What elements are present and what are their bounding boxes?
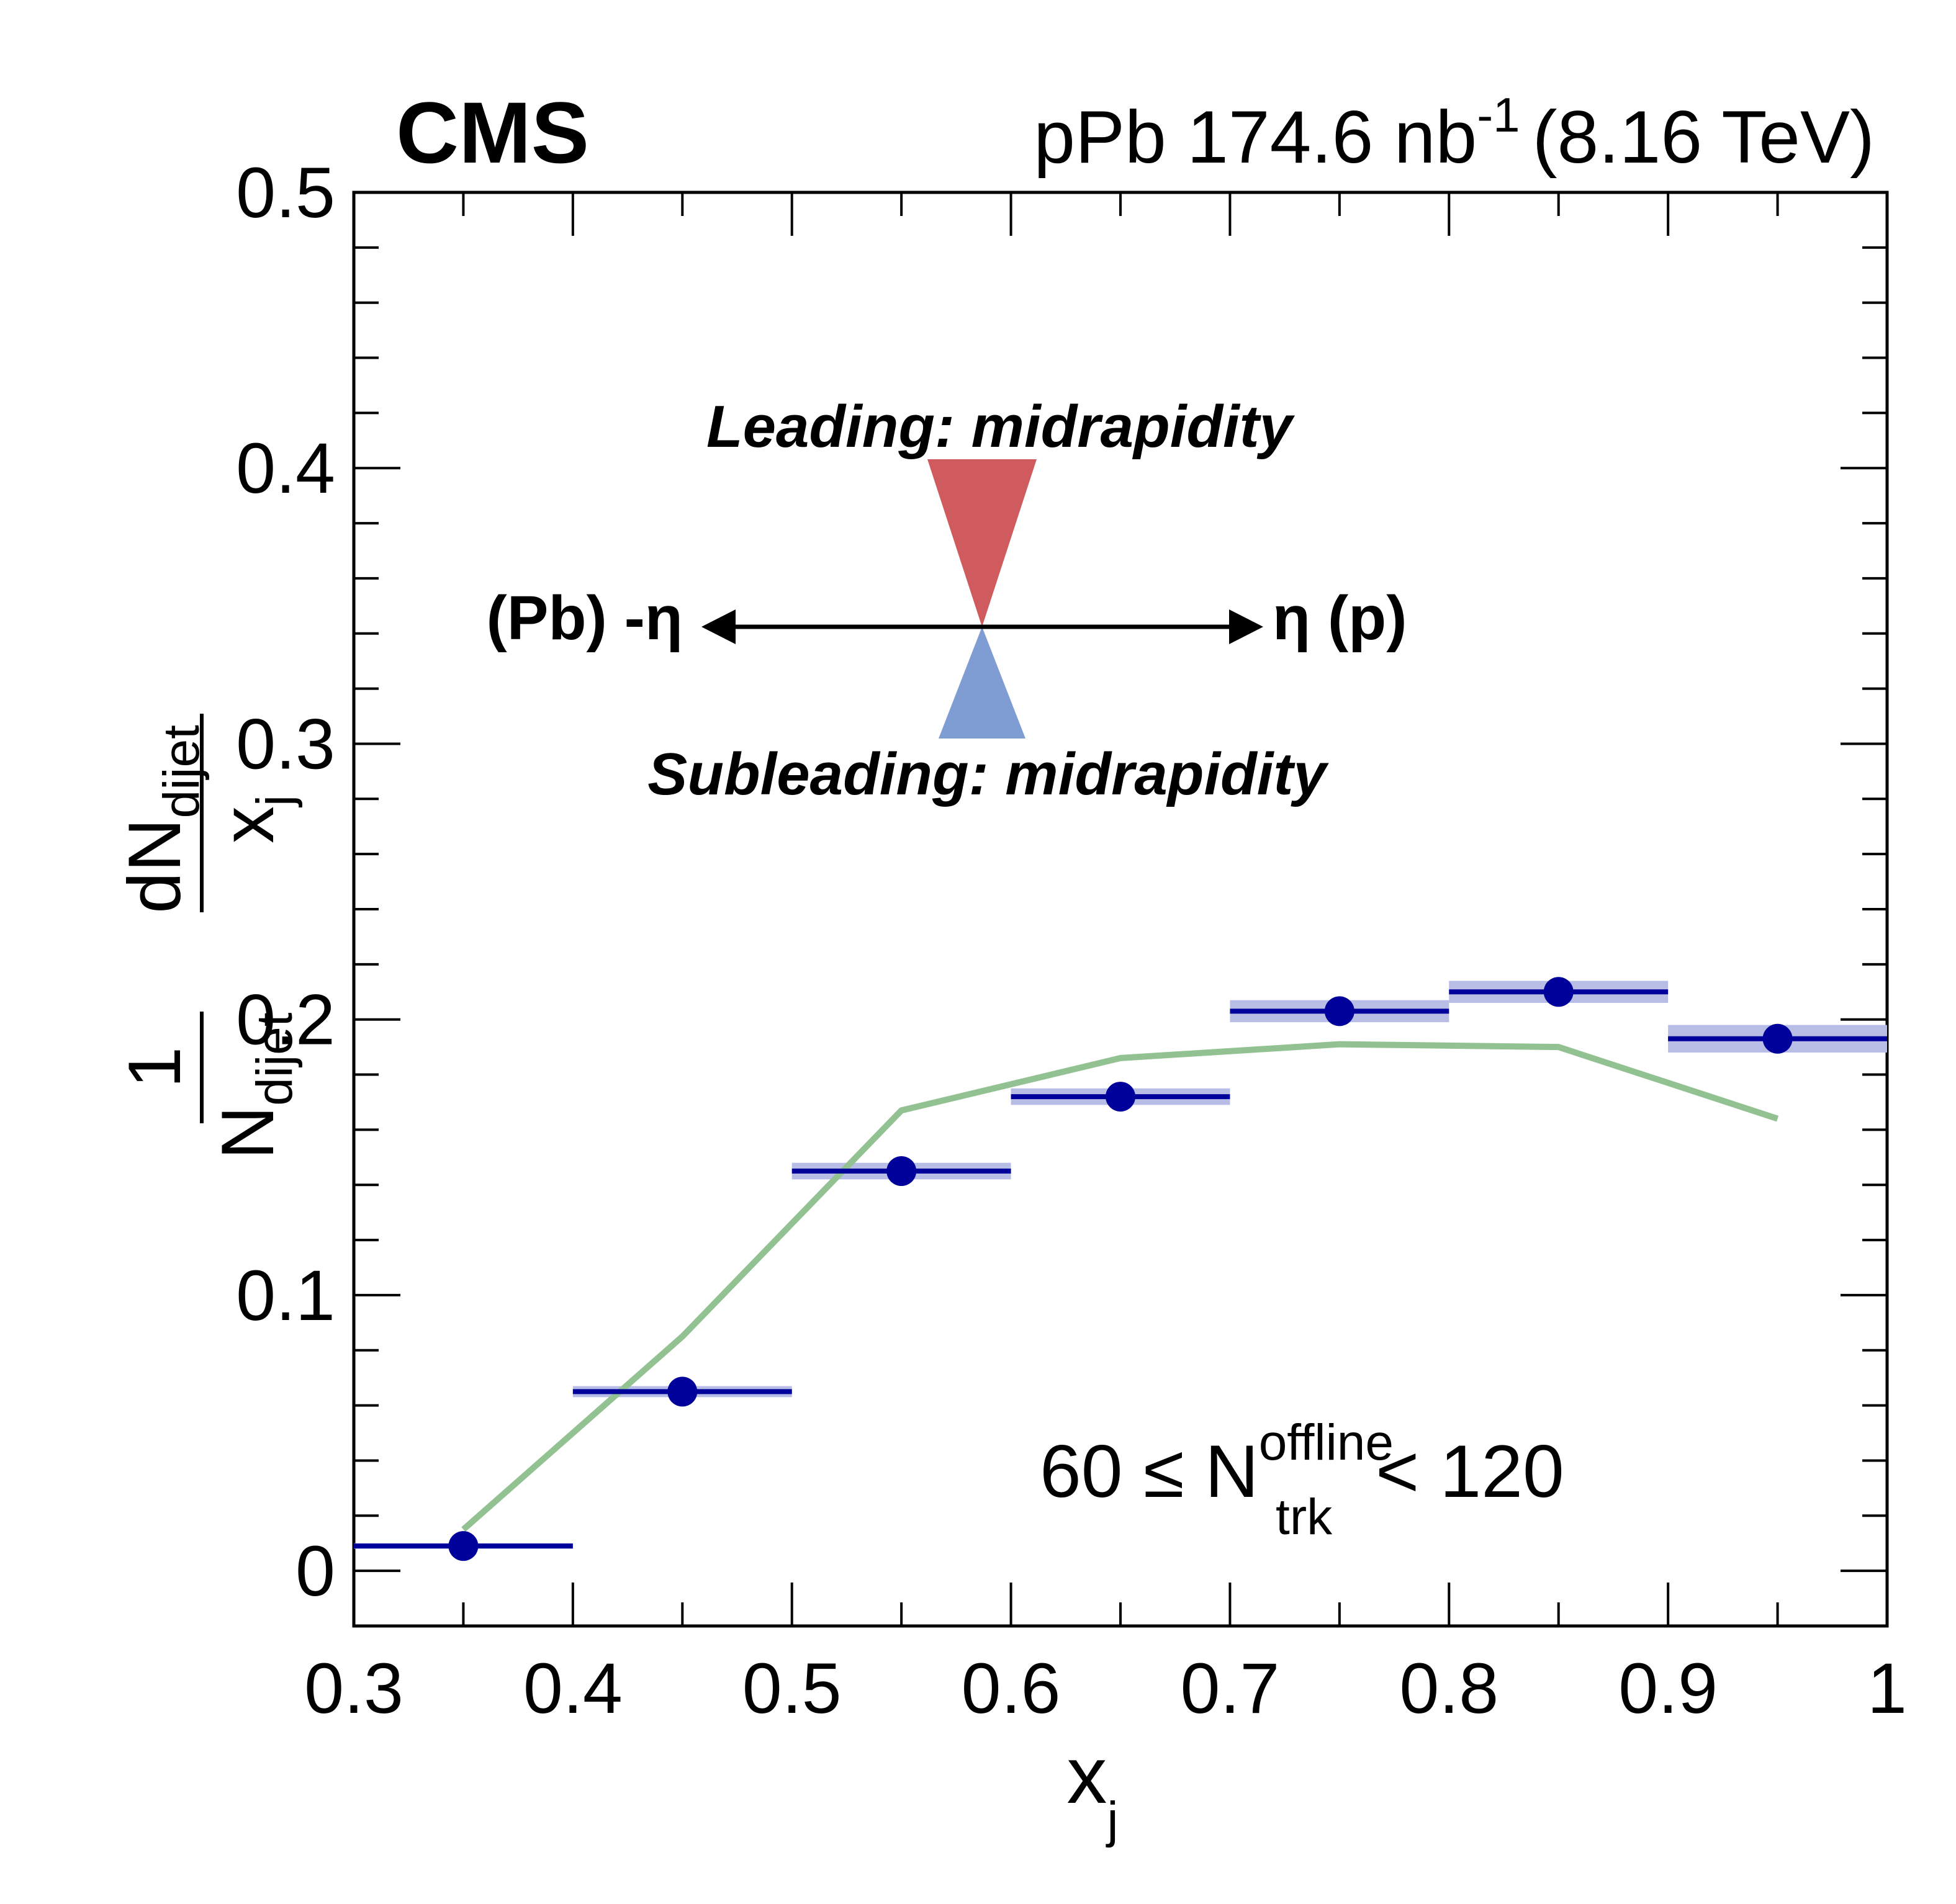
luminosity-label: pPb 174.6 nb-1 (8.16 TeV) — [1034, 88, 1875, 179]
leading-cone — [927, 459, 1037, 627]
subleading-cone — [939, 627, 1025, 739]
eta-arrow-right — [1229, 609, 1263, 644]
x-tick-label: 0.4 — [523, 1649, 623, 1728]
ntrk-selection: 60 ≤ Noffline trk< 120 — [1040, 1414, 1564, 1545]
data-points — [354, 977, 1887, 1561]
data-point — [1106, 1082, 1135, 1112]
x-tick-labels: 0.3 0.4 0.5 0.6 0.7 0.8 0.9 1 — [304, 1649, 1907, 1728]
y-tick-label: 0.2 — [236, 981, 335, 1060]
y-tick-label: 0 — [295, 1532, 335, 1611]
experiment-label: CMS — [396, 84, 589, 181]
x-tick-label: 0.6 — [962, 1649, 1061, 1728]
data-point — [1324, 996, 1354, 1026]
y-title-one: 1 — [113, 1047, 196, 1089]
leading-label: Leading: midrapidity — [706, 393, 1296, 460]
pb-eta-label: (Pb) -η — [486, 583, 683, 653]
x-axis-title: xj — [1066, 1730, 1118, 1848]
data-point — [667, 1376, 698, 1407]
x-tick-label: 1 — [1867, 1649, 1907, 1728]
subleading-label: Subleading: midrapidity — [647, 741, 1329, 807]
axis-ticks — [353, 191, 1888, 1627]
x-tick-label: 0.7 — [1180, 1649, 1279, 1728]
eta-arrow-left — [701, 609, 736, 644]
data-point — [448, 1531, 479, 1561]
y-title-num-den: xj — [206, 795, 303, 843]
data-point — [886, 1156, 917, 1187]
x-tick-label: 0.5 — [742, 1649, 842, 1728]
rapidity-diagram: Leading: midrapidity (Pb) -η η (p) Suble… — [486, 393, 1407, 807]
y-tick-label: 0.5 — [236, 153, 335, 233]
model-curve — [461, 1041, 1779, 1532]
x-tick-label: 0.3 — [304, 1649, 403, 1728]
y-tick-label: 0.1 — [236, 1256, 335, 1336]
x-tick-label: 0.8 — [1399, 1649, 1499, 1728]
y-tick-labels: 0 0.1 0.2 0.3 0.4 0.5 — [236, 153, 335, 1611]
model-line — [461, 1041, 1779, 1532]
y-tick-label: 0.3 — [236, 704, 335, 784]
y-title-den: Ndijet — [206, 1012, 303, 1159]
y-title-num: dNdijet — [113, 725, 210, 914]
x-tick-label: 0.9 — [1618, 1649, 1718, 1728]
data-point — [1762, 1023, 1793, 1054]
y-axis-title: 1 Ndijet dNdijet xj — [113, 714, 303, 1160]
data-point — [1543, 977, 1574, 1007]
p-eta-label: η (p) — [1273, 583, 1407, 653]
y-tick-label: 0.4 — [236, 429, 335, 508]
